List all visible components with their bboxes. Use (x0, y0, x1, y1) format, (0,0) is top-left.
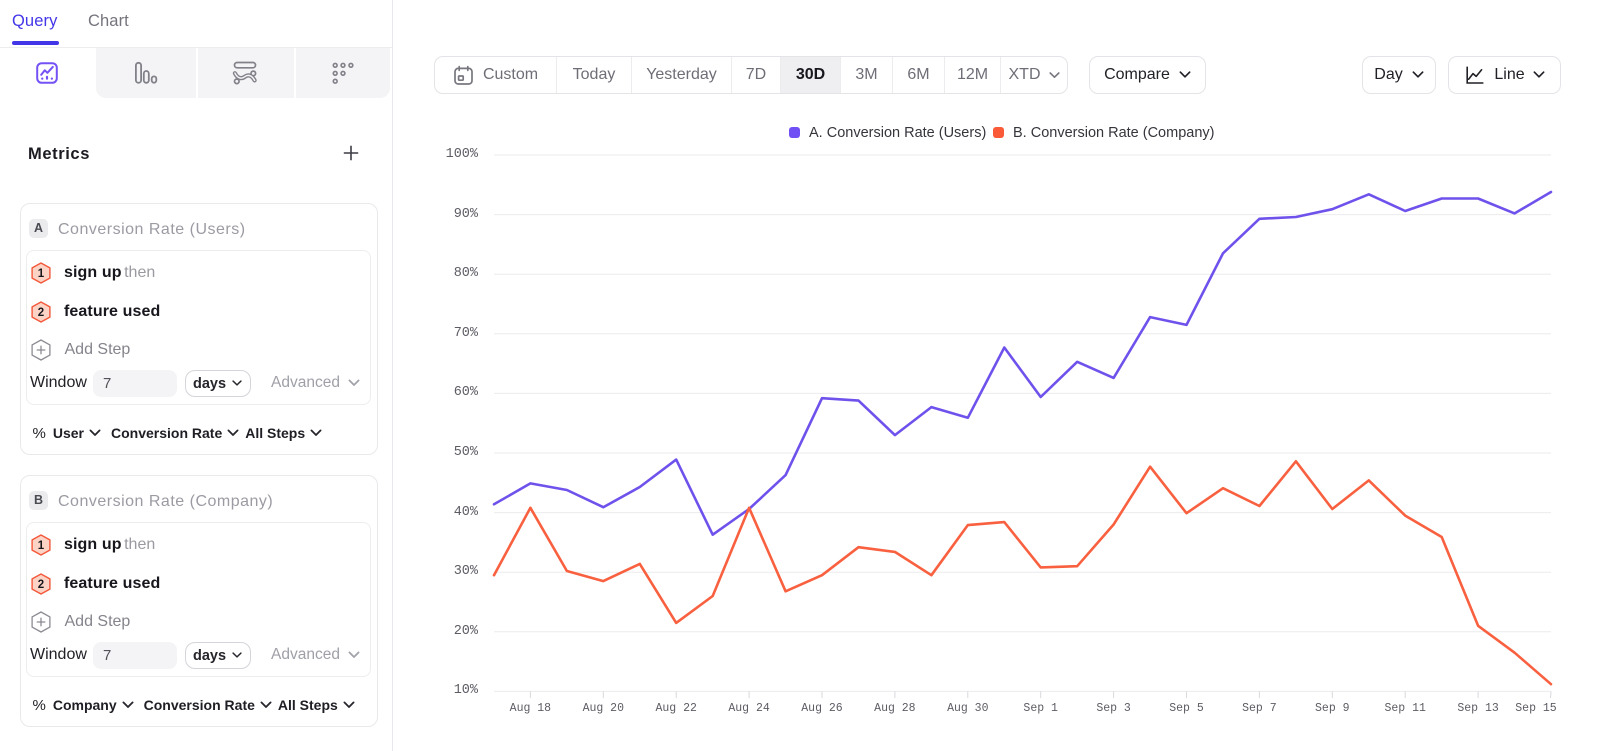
svg-text:2: 2 (37, 307, 43, 319)
svg-text:1: 1 (37, 540, 44, 552)
svg-text:1: 1 (37, 268, 44, 280)
svg-text:2: 2 (37, 579, 43, 591)
